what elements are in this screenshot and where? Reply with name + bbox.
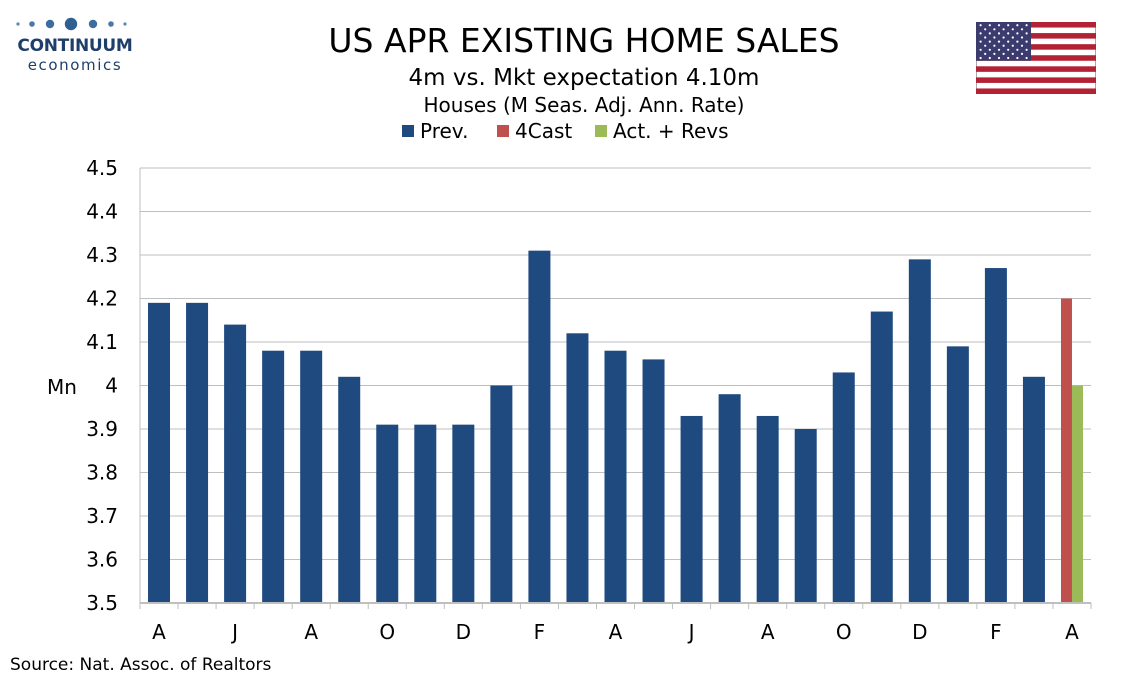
y-tick-label: 4.3 <box>86 243 118 267</box>
x-tick-label: F <box>990 620 1002 644</box>
bar <box>604 350 627 603</box>
y-tick-label: 3.9 <box>86 417 118 441</box>
source-note: Source: Nat. Assoc. of Realtors <box>10 655 272 675</box>
logo-dots-icon <box>16 17 127 31</box>
bar <box>376 424 399 603</box>
x-tick-label: J <box>230 620 238 644</box>
bar <box>338 376 361 603</box>
y-tick-label: 4.1 <box>86 330 118 354</box>
bar <box>984 268 1007 603</box>
bar <box>1071 385 1083 603</box>
x-tick-label: A <box>152 620 166 644</box>
y-tick-label: 4.2 <box>86 287 118 311</box>
y-tick-labels: 3.5 3.6 3.7 3.8 3.9 4 4.1 4.2 4.3 4.4 4.5 <box>86 156 118 615</box>
bar <box>148 302 171 603</box>
legend-label-4cast: 4Cast <box>515 119 572 143</box>
bar <box>832 372 855 603</box>
bar <box>566 333 589 603</box>
x-tick-label: A <box>304 620 318 644</box>
bar <box>642 359 665 603</box>
bar <box>414 424 437 603</box>
y-tick-label: 4 <box>105 374 118 398</box>
y-tick-label: 3.7 <box>86 504 118 528</box>
x-tick-label: D <box>912 620 927 644</box>
bar <box>528 250 551 603</box>
x-tick-label: F <box>534 620 546 644</box>
bar <box>908 259 931 603</box>
y-axis-label: Mn <box>47 375 77 399</box>
bar <box>946 346 969 603</box>
legend-label-actual: Act. + Revs <box>613 119 729 143</box>
bar <box>452 424 475 603</box>
bar <box>490 385 513 603</box>
x-tick-label: A <box>761 620 775 644</box>
y-tick-label: 3.8 <box>86 461 118 485</box>
bar <box>262 350 285 603</box>
bar <box>870 311 893 603</box>
logo-subtitle: economics <box>27 56 123 74</box>
chart-subtitle: 4m vs. Mkt expectation 4.10m <box>409 65 760 91</box>
bars <box>148 250 1083 603</box>
bar <box>680 415 703 603</box>
logo-name: CONTINUUM <box>17 36 133 56</box>
chart-title: US APR EXISTING HOME SALES <box>328 21 839 60</box>
legend-swatch-actual <box>595 125 607 137</box>
bar <box>794 429 817 603</box>
x-tick-label: J <box>687 620 695 644</box>
bar <box>1022 376 1045 603</box>
legend-swatch-prev <box>402 125 414 137</box>
us-flag-icon <box>976 22 1096 94</box>
y-tick-label: 3.6 <box>86 548 118 572</box>
legend: Prev. 4Cast Act. + Revs <box>402 119 729 143</box>
y-tick-label: 4.5 <box>86 156 118 180</box>
legend-swatch-4cast <box>497 125 509 137</box>
x-tick-label: A <box>609 620 623 644</box>
legend-label-prev: Prev. <box>420 119 468 143</box>
x-tick-label: A <box>1065 620 1079 644</box>
axes <box>139 168 1092 609</box>
bar <box>224 324 247 603</box>
bar <box>718 394 741 603</box>
bar <box>1060 298 1072 603</box>
bar <box>756 415 779 603</box>
y-tick-label: 4.4 <box>86 200 118 224</box>
bar <box>300 350 323 603</box>
bar <box>186 302 209 603</box>
continuum-economics-logo: CONTINUUM economics <box>14 14 136 76</box>
chart-subtitle-units: Houses (M Seas. Adj. Ann. Rate) <box>424 93 745 117</box>
x-tick-label: O <box>836 620 852 644</box>
x-tick-label: O <box>379 620 395 644</box>
y-tick-label: 3.5 <box>86 591 118 615</box>
x-tick-label: D <box>456 620 471 644</box>
